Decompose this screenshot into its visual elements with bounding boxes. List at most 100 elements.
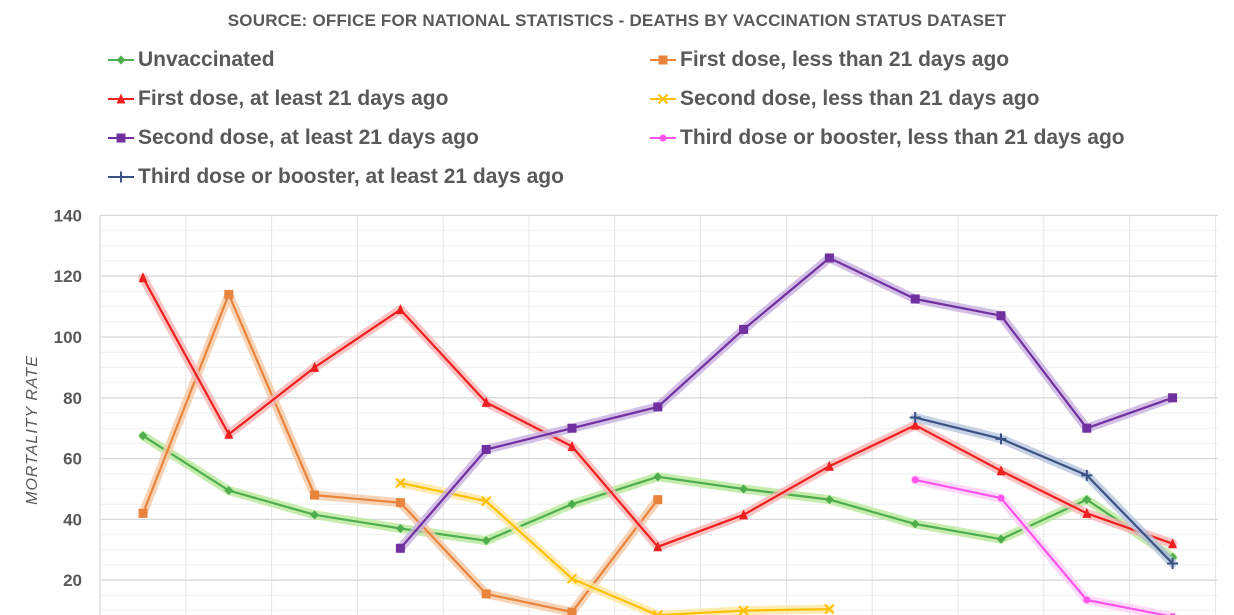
data-point (566, 573, 578, 584)
data-point (910, 294, 920, 304)
legend-label: Second dose, less than 21 days ago (680, 87, 1040, 110)
data-point (996, 534, 1006, 544)
data-point (653, 402, 663, 412)
y-tick-label: 120 (54, 267, 82, 286)
legend-label: Second dose, at least 21 days ago (138, 126, 479, 149)
y-tick-label: 40 (63, 510, 82, 529)
data-point (653, 472, 663, 482)
legend-marker (658, 55, 668, 65)
legend-item: First dose, less than 21 days ago (650, 48, 1009, 72)
data-point (481, 396, 491, 407)
series-third-dose-or-booster-at-least-21-days-ago (909, 412, 1179, 569)
legend-marker (116, 133, 126, 143)
data-point (653, 495, 663, 505)
data-point (481, 536, 491, 546)
legend-item: Second dose, less than 21 days ago (650, 87, 1039, 111)
legend-label: First dose, at least 21 days ago (138, 87, 449, 110)
data-point (481, 444, 491, 454)
data-point (910, 519, 920, 529)
data-point (395, 498, 405, 508)
data-point (1082, 423, 1092, 433)
data-point (1081, 469, 1093, 481)
data-point (653, 541, 663, 552)
legend-label: First dose, less than 21 days ago (680, 48, 1010, 71)
data-point (1082, 507, 1092, 518)
data-point (567, 423, 577, 433)
data-point (395, 524, 405, 534)
data-point (224, 486, 234, 496)
data-point (739, 324, 749, 334)
data-point (738, 605, 749, 615)
series-second-dose-less-than-21-days-ago (395, 477, 835, 615)
data-point (995, 433, 1007, 445)
data-point (310, 490, 320, 500)
legend-marker-icon (650, 134, 676, 142)
legend-marker (116, 93, 126, 104)
y-tick-label: 140 (54, 206, 82, 225)
series-second-dose-at-least-21-days-ago (395, 253, 1178, 553)
legend-label: Unvaccinated (138, 48, 275, 71)
series-first-dose-less-than-21-days-ago (138, 289, 663, 615)
data-point (1167, 557, 1179, 569)
legend-marker-icon (108, 171, 134, 183)
data-point (824, 460, 834, 471)
y-tick-label: 60 (63, 450, 82, 469)
legend-label: Third dose or booster, less than 21 days… (680, 126, 1125, 149)
data-point (138, 272, 148, 283)
data-point (395, 477, 406, 489)
data-point (997, 494, 1005, 502)
legend-item: First dose, at least 21 days ago (108, 87, 448, 111)
data-point (567, 607, 577, 615)
series-line (400, 481, 830, 615)
data-point (480, 495, 492, 507)
data-point (138, 431, 148, 441)
legend-marker-icon (108, 55, 134, 65)
data-point (911, 476, 919, 484)
y-axis-label: MORTALITY RATE (24, 355, 41, 505)
legend-marker (116, 55, 126, 65)
legend-marker-icon (650, 93, 676, 105)
legend-marker (657, 93, 669, 105)
series-first-dose-at-least-21-days-ago (138, 272, 1178, 552)
legend-marker (115, 171, 127, 183)
data-point (996, 465, 1006, 476)
y-tick-label: 20 (63, 571, 82, 590)
series-line (399, 256, 1173, 550)
legend-marker-icon (108, 93, 134, 104)
y-tick-label: 80 (63, 389, 82, 408)
data-point (567, 440, 577, 451)
legend-item: Third dose or booster, less than 21 days… (650, 126, 1125, 150)
legend-label: Third dose or booster, at least 21 days … (138, 165, 564, 188)
series-unvaccinated (138, 431, 1178, 562)
data-point (224, 289, 234, 299)
legend-marker (659, 134, 667, 142)
data-point (1168, 538, 1178, 549)
legend-item: Second dose, at least 21 days ago (108, 126, 479, 150)
series-line (914, 416, 1174, 565)
data-point (652, 609, 664, 615)
data-point (909, 412, 921, 424)
data-point (310, 361, 320, 372)
data-point (1082, 495, 1092, 505)
data-point (395, 543, 405, 553)
data-point (310, 510, 320, 520)
data-point (996, 311, 1006, 321)
legend-item: Third dose or booster, at least 21 days … (108, 165, 564, 189)
legend-item: Unvaccinated (108, 48, 275, 72)
data-point (739, 509, 749, 520)
data-point (224, 428, 234, 439)
series-line (914, 478, 1170, 615)
data-point (824, 495, 834, 505)
data-point (1168, 393, 1178, 403)
chart-subtitle: SOURCE: OFFICE FOR NATIONAL STATISTICS -… (227, 11, 1007, 30)
data-point (567, 499, 577, 509)
legend-marker-icon (650, 55, 676, 65)
data-point (824, 253, 834, 263)
y-tick-label: 100 (54, 328, 82, 347)
data-point (481, 589, 491, 599)
data-point (824, 603, 835, 615)
data-point (395, 304, 405, 315)
data-point (1083, 596, 1091, 604)
data-point (739, 484, 749, 494)
